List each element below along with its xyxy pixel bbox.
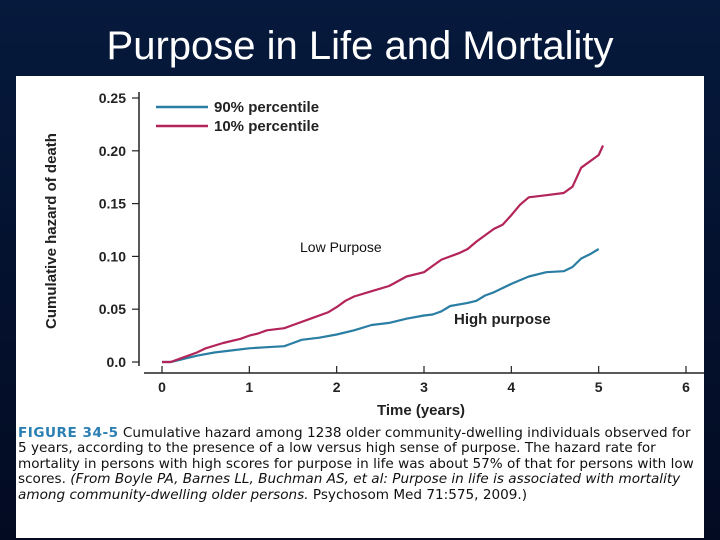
figure-caption: FIGURE 34-5 Cumulative hazard among 1238… — [18, 425, 702, 503]
x-tick-label: 2 — [333, 379, 341, 395]
legend-layer: 90% percentile 10% percentile — [156, 99, 319, 135]
x-tick-label: 0 — [158, 379, 166, 395]
caption-source: Psychosom Med 71:575, 2009.) — [308, 486, 528, 503]
y-tick-label: 0.20 — [99, 143, 126, 159]
x-tick-label: 6 — [682, 379, 690, 395]
slide-title: Purpose in Life and Mortality — [106, 24, 614, 68]
caption-text: Cumulative hazard among 1238 older commu… — [18, 425, 694, 488]
caption-citation: (From Boyle PA, Barnes LL, Buchman AS, e… — [18, 471, 681, 503]
y-tick-label: 0.0 — [107, 354, 127, 370]
series-layer — [162, 145, 605, 364]
legend-label: 90% percentile — [214, 99, 319, 116]
series-line-10-percentile — [162, 145, 605, 364]
x-tick-label: 5 — [595, 379, 603, 395]
series-line-90-percentile — [162, 248, 600, 364]
x-tick-label: 3 — [420, 379, 428, 395]
low-purpose-annotation: Low Purpose — [298, 236, 426, 258]
y-tick-label: 0.15 — [99, 196, 126, 212]
y-tick-label: 0.25 — [99, 90, 126, 106]
figure-panel: 0.0 0.05 0.10 0.15 0.20 0.25 0 1 2 3 4 5 6 90% perce… — [16, 76, 704, 538]
hazard-chart: 0.0 0.05 0.10 0.15 0.20 0.25 0 1 2 3 4 5 6 90% perce… — [43, 90, 704, 419]
axes-layer: 0.0 0.05 0.10 0.15 0.20 0.25 0 1 2 3 4 5 6 — [99, 90, 704, 395]
x-tick-label: 1 — [245, 379, 253, 395]
high-purpose-annotation: High purpose — [454, 311, 551, 328]
y-tick-label: 0.05 — [99, 301, 126, 317]
y-tick-label: 0.10 — [99, 248, 126, 264]
caption-figure-number: FIGURE 34-5 — [18, 425, 119, 441]
y-axis-label: Cumulative hazard of death — [43, 133, 60, 329]
legend-label: 10% percentile — [214, 118, 319, 135]
x-tick-label: 4 — [507, 379, 515, 395]
x-axis-label: Time (years) — [377, 402, 465, 419]
